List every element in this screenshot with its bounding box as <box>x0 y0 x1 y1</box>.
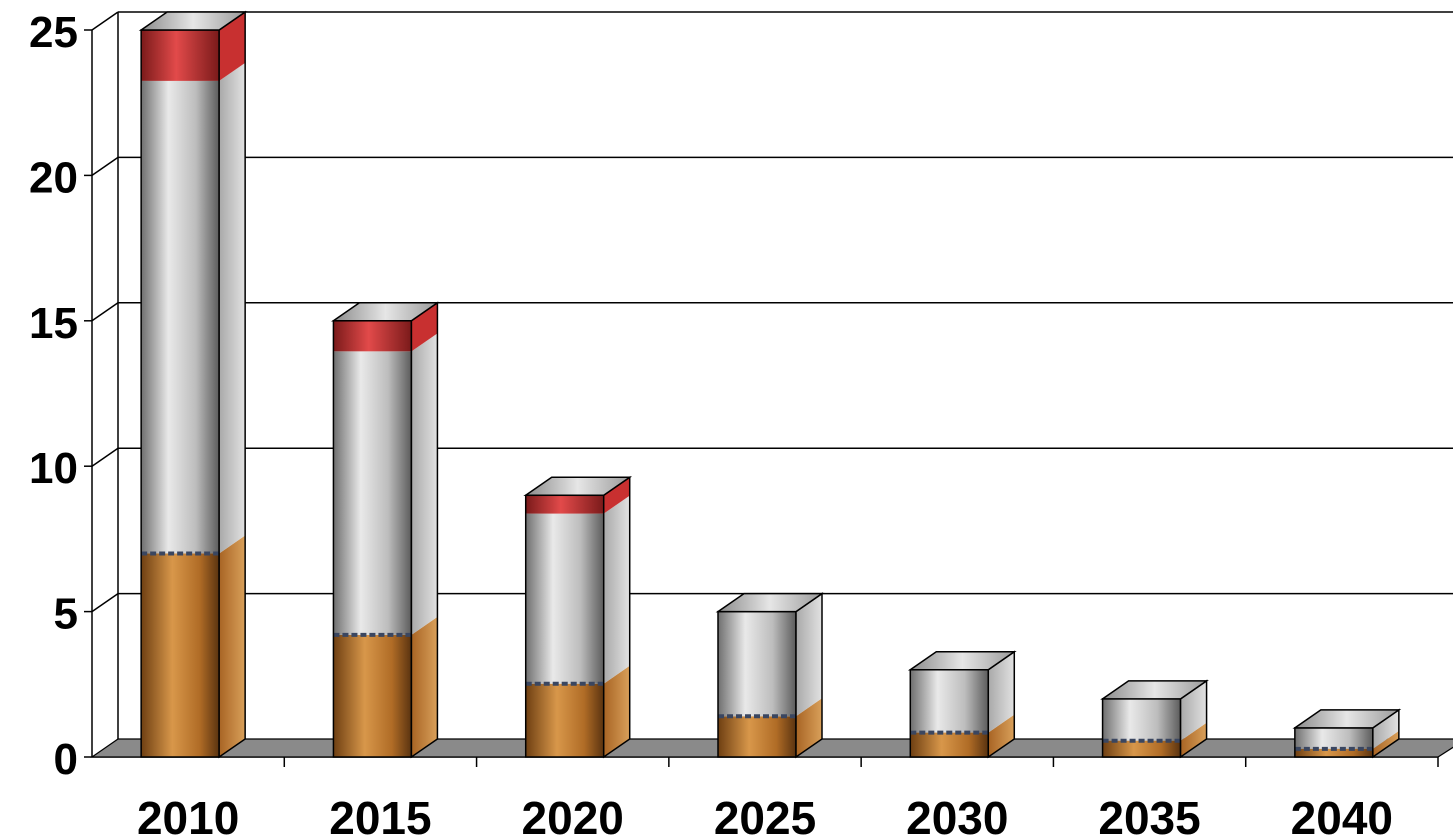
gridline-side <box>91 592 119 613</box>
bar-tip-segment <box>141 30 220 81</box>
bar-filter-segment <box>1102 740 1181 757</box>
bar-side-filter <box>1180 722 1207 757</box>
bars <box>138 10 1402 759</box>
y-tick-label: 15 <box>29 299 78 348</box>
bar-tip-segment <box>333 320 412 352</box>
bar-filter-segment <box>1294 748 1373 757</box>
bar-side-filter <box>1372 730 1399 757</box>
bar-filter-segment <box>333 634 412 757</box>
bar-side-paper <box>796 593 822 717</box>
bar-side-filter <box>411 616 438 757</box>
bar-2015 <box>331 301 440 759</box>
y-tick-label: 5 <box>54 590 78 639</box>
bar-paper-segment <box>141 80 220 554</box>
bar-side-paper <box>1180 680 1207 741</box>
bar-filter-segment <box>525 683 604 757</box>
bar-2030 <box>907 650 1017 759</box>
bar-top-face <box>523 476 633 497</box>
bar-2040 <box>1292 708 1402 759</box>
x-tick-label: 2015 <box>329 792 431 840</box>
bar-top-face <box>1292 709 1402 729</box>
x-tick-label: 2020 <box>522 792 624 840</box>
gridline-side <box>91 447 119 467</box>
y-tick-label: 25 <box>29 8 78 57</box>
x-tick-label: 2010 <box>137 792 239 840</box>
bar-2035 <box>1100 679 1209 759</box>
bar-side-filter <box>796 698 822 757</box>
bar-2025 <box>715 592 825 759</box>
bar-paper-segment <box>718 611 796 717</box>
bar-paper-segment <box>525 513 604 684</box>
bar-top-face <box>331 302 440 322</box>
y-tick-label: 20 <box>29 153 78 202</box>
bar-paper-segment <box>910 669 989 733</box>
bar-top-face <box>1100 680 1209 700</box>
bar-side-filter <box>219 535 246 757</box>
bar-top-face <box>907 651 1017 671</box>
bar-side-paper <box>988 651 1015 733</box>
bar-2010 <box>138 10 248 759</box>
bar-2020 <box>523 475 633 759</box>
y-tick-label: 10 <box>29 444 78 493</box>
bar-side-tip <box>219 12 246 81</box>
bar-filter-segment <box>910 732 989 757</box>
bar-side-paper <box>1372 709 1399 749</box>
x-tick-label: 2035 <box>1098 792 1200 840</box>
bar-side-paper <box>219 62 246 554</box>
bar-tip-segment <box>525 495 604 514</box>
x-tick-label: 2030 <box>906 792 1008 840</box>
bar-side-filter <box>988 714 1015 757</box>
bar-side-filter <box>603 665 630 757</box>
bar-paper-segment <box>333 351 412 635</box>
y-tick-label: 0 <box>54 735 78 784</box>
bar-side-paper <box>603 495 630 684</box>
bar-paper-segment <box>1294 727 1373 749</box>
bar-top-face <box>715 592 825 613</box>
gridline-side <box>91 156 119 177</box>
bar-side-tip <box>411 302 438 352</box>
bar-filter-segment <box>141 553 220 757</box>
gridline-side <box>91 11 119 31</box>
bar-side-tip <box>603 477 630 514</box>
bar-top-face <box>138 11 248 31</box>
x-tick-label: 2025 <box>714 792 816 840</box>
bar-paper-segment <box>1102 698 1181 741</box>
x-tick-label: 2040 <box>1291 792 1393 840</box>
gridline-side <box>91 302 119 322</box>
gridlines <box>91 11 1453 613</box>
bar-filter-segment <box>718 716 796 757</box>
bar-side-paper <box>411 333 438 635</box>
